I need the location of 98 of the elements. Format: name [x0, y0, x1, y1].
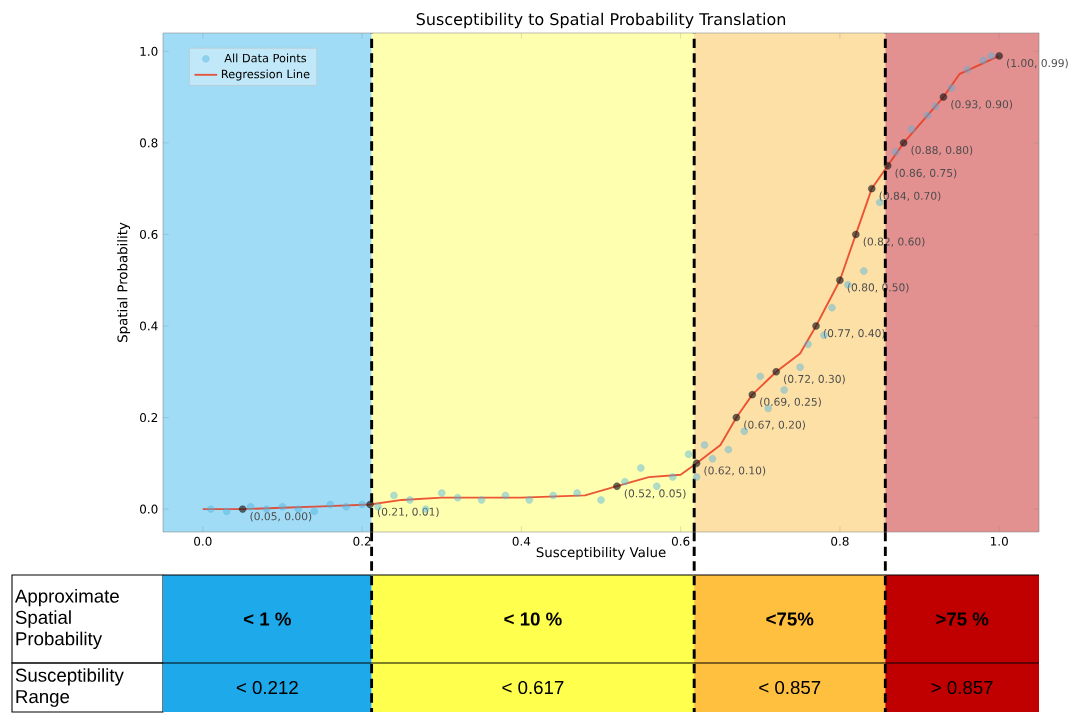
point	[501, 491, 510, 500]
point	[724, 445, 733, 454]
text: > 0.857	[931, 680, 993, 695]
point	[453, 493, 462, 502]
y-axis-title: Spatial Probability	[117, 222, 131, 342]
point	[748, 390, 757, 399]
text: Susceptibility Range	[15, 668, 124, 707]
point	[939, 93, 948, 101]
point	[692, 473, 701, 481]
point	[995, 52, 1003, 60]
point	[796, 363, 804, 371]
data-label: (0.52, 0.05)	[624, 489, 686, 499]
point	[700, 441, 709, 449]
point	[366, 500, 374, 509]
y-tick-label: 0.4	[140, 321, 158, 331]
point	[406, 496, 414, 504]
point	[923, 111, 932, 120]
point	[756, 372, 765, 381]
x-tick-label: 0.8	[831, 536, 849, 546]
point	[621, 477, 629, 486]
data-label: (0.88, 0.80)	[911, 145, 973, 156]
point	[899, 139, 908, 147]
point	[573, 489, 581, 497]
data-label: (0.84, 0.70)	[879, 191, 941, 202]
point	[891, 148, 900, 156]
point	[246, 503, 255, 511]
y-tick-label: 0.6	[140, 229, 158, 239]
point	[804, 340, 812, 349]
point	[963, 65, 972, 74]
point	[708, 455, 717, 463]
x-tick-label: 1.0	[990, 536, 1008, 546]
point	[852, 230, 860, 239]
point	[883, 162, 892, 170]
point	[780, 386, 788, 394]
point	[358, 500, 366, 509]
data-label: (0.21, 0.01)	[377, 507, 439, 517]
point	[836, 276, 844, 284]
chart-title: Susceptibility to Spatial Probability Translation	[416, 12, 786, 29]
data-label: (0.62, 0.10)	[704, 466, 766, 476]
point	[525, 496, 534, 504]
x-tick-label: 0.0	[194, 536, 212, 546]
point	[278, 503, 287, 511]
point	[613, 482, 621, 490]
data-label: (0.05, 0.00)	[250, 512, 312, 522]
point	[732, 413, 741, 422]
text: Approximate Spatial Probability	[14, 588, 119, 650]
data-label: (0.72, 0.30)	[784, 374, 845, 385]
x-tick-label: 0.2	[353, 536, 371, 546]
point	[477, 496, 486, 504]
point	[684, 450, 693, 458]
data-label: (1.00, 0.99)	[1007, 58, 1068, 69]
point	[947, 84, 956, 92]
text: <75%	[766, 612, 814, 626]
data-label: (0.67, 0.20)	[744, 420, 805, 430]
point	[597, 496, 605, 504]
point	[637, 464, 645, 472]
y-tick-label: 0.8	[140, 138, 158, 148]
point	[549, 491, 557, 500]
point	[868, 184, 876, 193]
y-tick-label: 0.0	[140, 504, 158, 514]
point	[772, 368, 780, 376]
point	[979, 56, 987, 65]
data-label: (0.86, 0.75)	[895, 168, 957, 179]
text: < 0.212	[236, 680, 298, 695]
point	[390, 491, 398, 500]
point	[326, 500, 334, 509]
point	[692, 459, 701, 468]
x-tick-label: 0.6	[671, 536, 690, 546]
point	[207, 505, 215, 513]
data-label: (0.93, 0.90)	[951, 100, 1013, 110]
point	[931, 102, 940, 110]
point	[310, 507, 319, 516]
data-label: (0.82, 0.60)	[863, 237, 925, 247]
point	[342, 503, 350, 511]
point	[812, 322, 820, 330]
point	[668, 473, 677, 481]
y-tick-label: 0.2	[140, 413, 158, 423]
legend-label: All Data Points	[224, 53, 307, 63]
point	[987, 52, 995, 60]
point	[828, 303, 836, 312]
text: < 0.617	[502, 680, 564, 695]
x-tick-label: 0.4	[512, 536, 531, 546]
text: < 10 %	[504, 612, 562, 626]
data-label: (0.69, 0.25)	[760, 397, 821, 408]
point	[238, 505, 247, 513]
point	[222, 507, 231, 516]
point	[653, 482, 661, 490]
text: < 0.857	[759, 680, 821, 695]
x-axis-title: Susceptibility Value	[536, 546, 666, 560]
y-tick-label: 1.0	[140, 46, 158, 56]
legend-label: Regression Line	[221, 69, 310, 81]
data-label: (0.77, 0.40)	[823, 328, 885, 339]
point	[860, 267, 868, 275]
text: >75 %	[936, 612, 989, 626]
text: < 1 %	[243, 612, 291, 626]
point	[438, 489, 446, 497]
data-label: (0.80, 0.50)	[847, 283, 909, 293]
point	[907, 125, 916, 133]
